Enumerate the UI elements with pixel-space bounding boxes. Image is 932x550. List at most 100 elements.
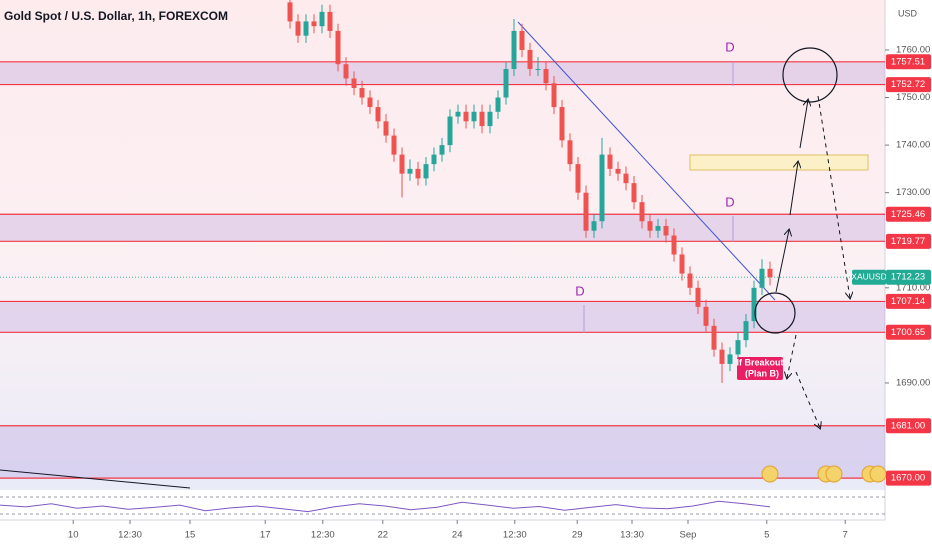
zone <box>0 301 885 333</box>
y-tick-label: 1690.00 <box>896 377 930 388</box>
rsi-line <box>0 500 771 513</box>
level-tag <box>886 324 931 340</box>
candle-body <box>519 30 525 50</box>
candle-body <box>647 221 653 231</box>
candle-body <box>303 21 309 36</box>
level-label: 1719.77 <box>891 236 925 247</box>
last-price-tag <box>886 269 931 285</box>
symbol-tag <box>852 269 886 285</box>
candle-body <box>663 225 669 236</box>
x-tick-label: 15 <box>185 530 196 541</box>
candle-body <box>503 68 509 98</box>
callout: If Breakout <box>736 357 783 367</box>
level-tag <box>886 293 931 309</box>
candle-body <box>679 254 685 274</box>
candle-body <box>335 30 341 65</box>
callout: (Plan B) <box>745 368 779 378</box>
candle-body <box>391 135 397 155</box>
candle-body <box>471 111 477 122</box>
candle-body <box>615 168 621 174</box>
candle-body <box>759 268 765 288</box>
annotation: D <box>725 194 734 209</box>
circle-marker <box>754 292 796 334</box>
candle-body <box>319 11 325 27</box>
last-price-label: 1712.23 <box>891 272 925 283</box>
candle-body <box>735 340 741 355</box>
x-tick-label: 22 <box>378 530 389 541</box>
x-tick-label: 10 <box>68 530 79 541</box>
candle-body <box>367 97 373 108</box>
candle-body <box>447 116 453 146</box>
candle-body <box>423 164 429 179</box>
candle-body <box>687 273 693 288</box>
zone <box>0 425 885 479</box>
y-tick-label: 1750.00 <box>896 92 930 103</box>
arrow <box>775 230 789 293</box>
y-tick-label: 1730.00 <box>896 187 930 198</box>
target-box <box>689 154 869 171</box>
candle-body <box>535 68 541 70</box>
candle-body <box>463 111 469 122</box>
candle-body <box>583 192 589 231</box>
arrow <box>789 162 798 216</box>
x-tick-label: 12:30 <box>311 530 335 541</box>
candle-body <box>327 11 333 31</box>
x-tick-label: 12:30 <box>503 530 527 541</box>
level-tag <box>886 233 931 249</box>
candle-body <box>527 49 533 69</box>
candle-body <box>295 21 301 36</box>
candle-body <box>751 287 757 322</box>
candle-body <box>455 111 461 117</box>
level-label: 1725.46 <box>891 209 925 220</box>
candle-body <box>727 354 733 364</box>
x-tick-label: 7 <box>843 530 848 541</box>
x-tick-label: 5 <box>764 530 769 541</box>
level-label: 1707.14 <box>891 296 925 307</box>
zone <box>0 61 885 85</box>
candle-body <box>711 325 717 350</box>
candle-body <box>383 121 389 136</box>
candle-body <box>415 168 421 179</box>
y-tick-label: 1760.00 <box>896 44 930 55</box>
candle-body <box>623 173 629 184</box>
candle-body <box>399 154 405 174</box>
arrow <box>795 371 820 428</box>
arrow <box>817 95 850 298</box>
level-tag <box>886 470 931 486</box>
annotation: D <box>725 39 734 54</box>
candle-body <box>479 111 485 127</box>
candle-body <box>287 2 293 22</box>
x-tick-label: 13:30 <box>620 530 644 541</box>
arrow <box>799 100 808 149</box>
level-label: 1752.72 <box>891 79 925 90</box>
candle-body <box>439 145 445 155</box>
candle-body <box>559 107 565 141</box>
candle-body <box>343 64 349 79</box>
candle-body <box>375 107 381 122</box>
candle-body <box>431 154 437 165</box>
level-label: 1757.51 <box>891 56 925 67</box>
candle-body <box>567 140 573 165</box>
callout-box <box>737 357 783 380</box>
candle-body <box>551 83 557 108</box>
candle-body <box>767 268 773 278</box>
x-tick-label: 12:30 <box>118 530 142 541</box>
x-tick-label: Sep <box>680 530 697 541</box>
trend-line <box>517 21 776 301</box>
candle-body <box>407 168 413 174</box>
level-tag <box>886 418 931 434</box>
candle-body <box>655 225 661 231</box>
x-tick-label: 24 <box>452 530 463 541</box>
candle-body <box>311 21 317 27</box>
candle-body <box>719 349 725 364</box>
candle-body <box>511 30 517 69</box>
plot-background <box>0 0 885 490</box>
candle-body <box>351 78 357 89</box>
candle-body <box>607 154 613 169</box>
event-icons <box>761 465 887 483</box>
level-tag <box>886 77 931 93</box>
level-label: 1700.65 <box>891 327 925 338</box>
x-tick-label: 17 <box>260 530 271 541</box>
annotation: D <box>575 283 584 298</box>
